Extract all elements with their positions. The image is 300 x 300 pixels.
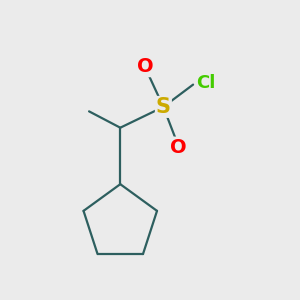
Text: O: O — [170, 137, 187, 157]
Text: S: S — [156, 97, 171, 117]
Text: Cl: Cl — [196, 74, 215, 92]
Text: O: O — [137, 57, 154, 76]
